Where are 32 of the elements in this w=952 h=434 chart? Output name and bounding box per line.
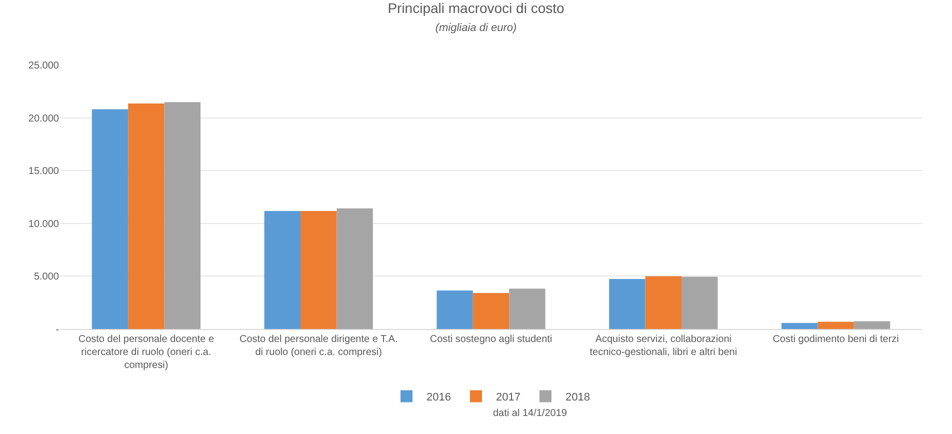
- bar: [436, 290, 473, 329]
- bar: [164, 102, 201, 329]
- bar: [92, 109, 128, 329]
- text: dati al 14/1/2019: [493, 408, 568, 419]
- y-tick-label: 5.000: [34, 272, 60, 283]
- y-tick-label: -: [56, 324, 59, 336]
- bar: [472, 292, 510, 329]
- bar: [645, 276, 682, 329]
- bar: [854, 321, 890, 329]
- x-tick-label: Costi godimento beni di terzi: [772, 334, 899, 345]
- y-tick-label: 15.000: [28, 166, 60, 178]
- legend-label: 2018: [565, 392, 590, 404]
- bar: [128, 103, 164, 329]
- bar: [336, 208, 373, 329]
- legend-label: 2017: [496, 392, 520, 404]
- x-tick-label: Costo del personale dirigente e T.A. di ruolo (oneri c.a. compresi): [239, 334, 398, 358]
- chart-title: Principali macrovoci di costo: [388, 0, 565, 16]
- x-tick-label: Costi sostegno agli studenti: [430, 334, 552, 345]
- x-tick-label: Acquisto servizi, collaborazioni tecnico-gestionali, libri e altri beni: [590, 334, 738, 358]
- bar: [509, 288, 546, 329]
- bar: [818, 322, 854, 329]
- bar: [609, 278, 646, 329]
- bar: [300, 210, 337, 329]
- bar: [682, 276, 718, 329]
- bar: [264, 210, 300, 329]
- y-tick-label: 25.000: [28, 60, 60, 72]
- y-tick-label: 20.000: [28, 113, 60, 124]
- bar: [781, 322, 818, 329]
- chart-subtitle: (migliaia di euro): [435, 22, 517, 34]
- y-tick-label: 10.000: [28, 218, 60, 230]
- legend-label: 2016: [426, 392, 451, 404]
- x-tick-label: Costo del personale docente e ricercatore di ruolo (oneri c.a. compresi): [78, 334, 214, 371]
